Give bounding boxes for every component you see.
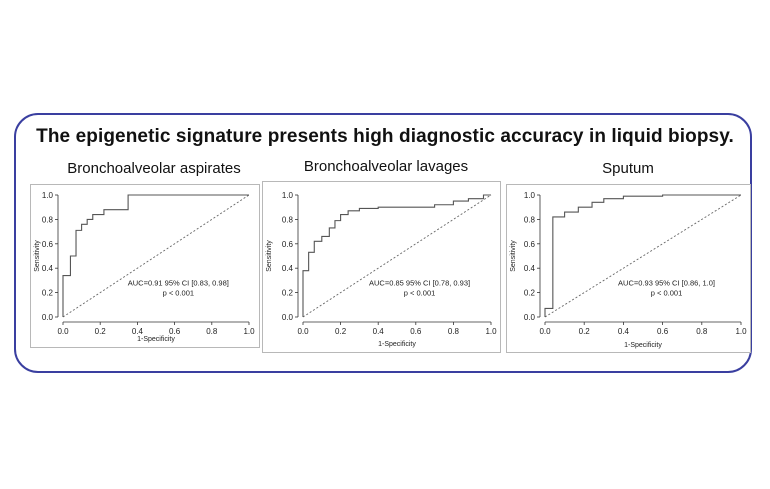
- x-tick-label-aspirates: 0.0: [57, 327, 69, 336]
- y-axis-label-lavages: Sensitivity: [266, 240, 273, 272]
- p-value-annotation-aspirates: p < 0.001: [163, 288, 195, 297]
- x-tick-label-sputum: 1.0: [735, 327, 747, 336]
- x-axis-label-aspirates: 1-Specificity: [137, 336, 175, 343]
- y-tick-label-sputum: 0.2: [524, 289, 536, 298]
- roc-panel-lavages: 0.0 0.2 0.4 0.6 0.8 1.0 0.0 0.2 0.4 0.6 0.8 1.0 1-Sp…: [262, 181, 501, 353]
- panel-title-aspirates: Bronchoalveolar aspirates: [67, 160, 241, 177]
- x-tick-label-aspirates: 1.0: [243, 327, 255, 336]
- roc-panel-sputum: 0.0 0.2 0.4 0.6 0.8 1.0 0.0 0.2 0.4 0.6 0.8 1.0 1-Sp…: [506, 184, 751, 353]
- y-tick-label-sputum: 0.8: [524, 215, 536, 224]
- reference-diagonal-lavages: [302, 194, 492, 318]
- x-tick-label-sputum: 0.6: [657, 327, 669, 336]
- auc-annotation-aspirates: AUC=0.91 95% CI [0.83, 0.98]: [128, 278, 229, 287]
- roc-curve-aspirates: [62, 194, 249, 317]
- auc-annotation-sputum: AUC=0.93 95% CI [0.86, 1.0]: [618, 278, 715, 287]
- y-tick-label-lavages: 0.2: [282, 289, 294, 298]
- x-tick-label-aspirates: 0.4: [132, 327, 144, 336]
- y-tick-label-aspirates: 0.2: [42, 289, 54, 298]
- y-tick-label-lavages: 1.0: [282, 191, 294, 200]
- y-tick-label-lavages: 0.4: [282, 264, 294, 273]
- x-tick-label-aspirates: 0.2: [95, 327, 107, 336]
- x-axis-label-sputum: 1-Specificity: [624, 342, 662, 349]
- y-tick-label-aspirates: 0.6: [42, 240, 54, 249]
- y-axis-label-sputum: Sensitivity: [510, 240, 517, 272]
- y-tick-label-aspirates: 0.0: [42, 313, 54, 322]
- y-tick-label-aspirates: 0.8: [42, 215, 54, 224]
- roc-chart-lavages: 0.0 0.2 0.4 0.6 0.8 1.0 0.0 0.2 0.4 0.6 0.8 1.0 1-Sp…: [266, 191, 497, 348]
- x-tick-label-lavages: 0.6: [410, 327, 422, 336]
- x-tick-label-sputum: 0.8: [696, 327, 708, 336]
- y-tick-label-sputum: 1.0: [524, 191, 536, 200]
- y-tick-label-aspirates: 0.4: [42, 264, 54, 273]
- x-tick-label-aspirates: 0.6: [169, 327, 181, 336]
- roc-curve-lavages: [302, 194, 491, 317]
- y-tick-label-lavages: 0.8: [282, 215, 294, 224]
- x-tick-label-lavages: 0.8: [448, 327, 460, 336]
- headline: The epigenetic signature presents high d…: [36, 126, 734, 147]
- x-tick-label-lavages: 1.0: [485, 327, 497, 336]
- reference-diagonal-aspirates: [62, 194, 250, 318]
- x-tick-label-lavages: 0.0: [297, 327, 309, 336]
- x-tick-label-aspirates: 0.8: [206, 327, 218, 336]
- y-tick-label-aspirates: 1.0: [42, 191, 54, 200]
- y-tick-label-sputum: 0.4: [524, 264, 536, 273]
- roc-curve-sputum: [544, 194, 741, 317]
- x-tick-label-lavages: 0.2: [335, 327, 347, 336]
- p-value-annotation-sputum: p < 0.001: [651, 288, 683, 297]
- roc-chart-aspirates: 0.0 0.2 0.4 0.6 0.8 1.0 0.0 0.2 0.4 0.6 0.8 1.0 1-Sp…: [34, 191, 255, 343]
- x-tick-label-sputum: 0.2: [579, 327, 591, 336]
- reference-diagonal-sputum: [544, 194, 742, 318]
- x-tick-label-sputum: 0.0: [539, 327, 551, 336]
- rounded-frame: [14, 113, 752, 373]
- roc-panel-aspirates: 0.0 0.2 0.4 0.6 0.8 1.0 0.0 0.2 0.4 0.6 0.8 1.0 1-Sp…: [30, 184, 260, 348]
- p-value-annotation-lavages: p < 0.001: [404, 288, 436, 297]
- y-tick-label-lavages: 0.0: [282, 313, 294, 322]
- roc-chart-sputum: 0.0 0.2 0.4 0.6 0.8 1.0 0.0 0.2 0.4 0.6 0.8 1.0 1-Sp…: [510, 191, 747, 349]
- y-tick-label-sputum: 0.6: [524, 240, 536, 249]
- y-tick-label-lavages: 0.6: [282, 240, 294, 249]
- panel-title-lavages: Bronchoalveolar lavages: [303, 158, 469, 175]
- y-axis-label-aspirates: Sensitivity: [34, 240, 41, 272]
- x-tick-label-sputum: 0.4: [618, 327, 630, 336]
- auc-annotation-lavages: AUC=0.85 95% CI [0.78, 0.93]: [369, 278, 470, 287]
- panel-title-sputum: Sputum: [602, 160, 654, 177]
- y-tick-label-sputum: 0.0: [524, 313, 536, 322]
- x-axis-label-lavages: 1-Specificity: [378, 341, 416, 348]
- x-tick-label-lavages: 0.4: [373, 327, 385, 336]
